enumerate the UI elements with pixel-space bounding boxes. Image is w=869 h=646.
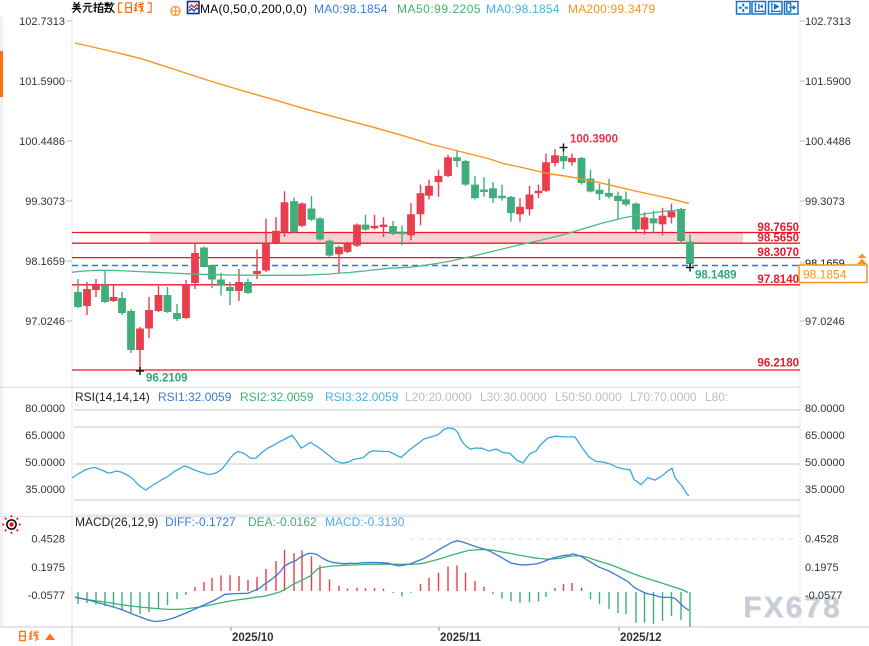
svg-text:FX678: FX678 [744,592,842,625]
svg-text:50.0000: 50.0000 [25,457,65,469]
svg-text:101.5900: 101.5900 [19,76,65,88]
svg-text:100.4486: 100.4486 [19,136,65,148]
svg-text:FX678: FX678 [743,591,841,624]
svg-text:0.1975: 0.1975 [805,562,839,574]
svg-text:RSI1:32.0059: RSI1:32.0059 [158,390,232,404]
svg-text:102.7313: 102.7313 [19,16,65,28]
svg-text:96.2109: 96.2109 [146,373,188,385]
svg-text:L30:30.0000: L30:30.0000 [480,390,547,404]
svg-text:MACD(26,12,9): MACD(26,12,9) [75,515,158,529]
svg-text:98.1489: 98.1489 [695,270,737,282]
svg-text:-0.0577: -0.0577 [805,590,842,602]
svg-text:MA(0,50,0,200,0,0): MA(0,50,0,200,0,0) [200,2,307,16]
svg-text:0.4528: 0.4528 [31,534,65,546]
svg-text:DEA:-0.0162: DEA:-0.0162 [248,515,317,529]
svg-text:80.0000: 80.0000 [805,403,845,415]
svg-text:100.3900: 100.3900 [570,134,618,146]
svg-text:80.0000: 80.0000 [25,403,65,415]
svg-text:MA0:98.1854: MA0:98.1854 [486,2,560,16]
svg-text:99.3073: 99.3073 [25,196,65,208]
svg-text:65.0000: 65.0000 [805,430,845,442]
svg-text:102.7313: 102.7313 [805,16,851,28]
svg-text:98.3070: 98.3070 [757,247,799,259]
svg-text:2025/11: 2025/11 [440,632,482,644]
svg-text:L20:20.0000: L20:20.0000 [405,390,472,404]
svg-text:DIFF:-0.1727: DIFF:-0.1727 [165,515,236,529]
svg-text:96.2180: 96.2180 [757,358,799,370]
svg-text:L80:: L80: [705,390,728,404]
svg-text:98.7650: 98.7650 [757,222,799,234]
svg-text:MA200:99.3479: MA200:99.3479 [568,2,655,16]
svg-text:MA50:99.2205: MA50:99.2205 [397,2,481,16]
svg-text:98.1659: 98.1659 [25,256,65,268]
svg-text:35.0000: 35.0000 [25,484,65,496]
svg-text:98.1854: 98.1854 [803,268,847,282]
svg-text:35.0000: 35.0000 [805,484,845,496]
svg-text:0.4528: 0.4528 [805,534,839,546]
svg-text:101.5900: 101.5900 [805,76,851,88]
svg-text:50.0000: 50.0000 [805,457,845,469]
svg-text:100.4486: 100.4486 [805,136,851,148]
svg-text:RSI3:32.0059: RSI3:32.0059 [325,390,399,404]
svg-text:97.0246: 97.0246 [25,316,65,328]
svg-text:97.8140: 97.8140 [757,274,799,286]
svg-text:0.1975: 0.1975 [31,562,65,574]
svg-text:RSI(14,14,14): RSI(14,14,14) [75,390,150,404]
svg-text:-0.0577: -0.0577 [28,590,65,602]
svg-text:99.3073: 99.3073 [805,196,845,208]
svg-text:2025/12: 2025/12 [620,632,662,644]
svg-text:L70:70.0000: L70:70.0000 [630,390,697,404]
svg-text:L50:50.0000: L50:50.0000 [555,390,622,404]
svg-text:98.5650: 98.5650 [757,233,799,245]
svg-text:RSI2:32.0059: RSI2:32.0059 [240,390,314,404]
svg-text:97.0246: 97.0246 [805,316,845,328]
svg-text:MA0:98.1854: MA0:98.1854 [314,2,388,16]
svg-text:2025/10: 2025/10 [232,632,274,644]
svg-text:65.0000: 65.0000 [25,430,65,442]
svg-text:MACD:-0.3130: MACD:-0.3130 [325,515,405,529]
